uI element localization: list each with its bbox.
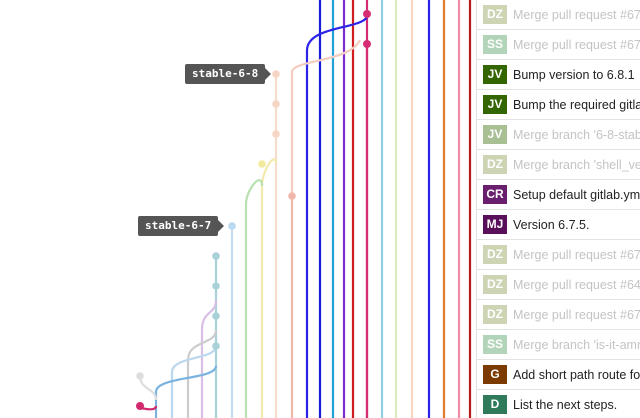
commit-message[interactable]: Bump the required gitla (513, 97, 640, 112)
author-avatar: CR (483, 185, 507, 204)
commit-message[interactable]: Merge pull request #64 (513, 277, 640, 292)
commit-row[interactable]: JV Bump version to 6.8.1 (477, 60, 640, 90)
commit-row[interactable]: SS Merge pull request #67 (477, 30, 640, 60)
author-avatar: DZ (483, 155, 507, 174)
commit-message[interactable]: Merge pull request #67 (513, 247, 640, 262)
commit-row[interactable]: DZ Merge pull request #67 (477, 0, 640, 30)
commit-row[interactable]: MJ Version 6.7.5. (477, 210, 640, 240)
commit-message[interactable]: Merge branch 'is-it-amr (513, 337, 640, 352)
commit-row[interactable]: DZ Merge pull request #67 (477, 240, 640, 270)
author-avatar: DZ (483, 5, 507, 24)
commit-message[interactable]: Add short path route for (513, 367, 640, 382)
author-avatar: SS (483, 35, 507, 54)
commit-row[interactable]: JV Bump the required gitla (477, 90, 640, 120)
author-avatar: D (483, 395, 507, 414)
commit-message[interactable]: Setup default gitlab.yml (513, 187, 640, 202)
author-avatar: DZ (483, 245, 507, 264)
commit-row[interactable]: DZ Merge branch 'shell_ve (477, 150, 640, 180)
commit-message[interactable]: Version 6.7.5. (513, 217, 590, 232)
commit-message[interactable]: List the next steps. (513, 397, 618, 412)
author-avatar: DZ (483, 275, 507, 294)
author-avatar: G (483, 365, 507, 384)
branch-tag-stable-6-7[interactable]: stable-6-7 (138, 216, 225, 236)
commit-row[interactable]: JV Merge branch '6-8-stab (477, 120, 640, 150)
branch-tag-stable-6-8[interactable]: stable-6-8 (185, 64, 272, 84)
commit-message[interactable]: Merge pull request #67 (513, 307, 640, 322)
commit-row[interactable]: G Add short path route for (477, 360, 640, 390)
author-avatar: JV (483, 125, 507, 144)
commit-message[interactable]: Merge pull request #67 (513, 37, 640, 52)
commit-row[interactable]: DZ Merge pull request #67 (477, 300, 640, 330)
commit-row[interactable]: SS Merge branch 'is-it-amr (477, 330, 640, 360)
commit-row[interactable]: CR Setup default gitlab.yml (477, 180, 640, 210)
commit-message[interactable]: Merge pull request #67 (513, 7, 640, 22)
branch-graph[interactable] (0, 0, 476, 418)
commit-row[interactable]: DZ Merge pull request #64 (477, 270, 640, 300)
author-avatar: JV (483, 95, 507, 114)
commit-message[interactable]: Merge branch 'shell_ve (513, 157, 640, 172)
author-avatar: DZ (483, 305, 507, 324)
commit-list: DZ Merge pull request #67 SS Merge pull … (476, 0, 640, 418)
commit-message[interactable]: Bump version to 6.8.1 (513, 67, 635, 82)
author-avatar: SS (483, 335, 507, 354)
author-avatar: MJ (483, 215, 507, 234)
commit-row[interactable]: D List the next steps. (477, 390, 640, 418)
commit-message[interactable]: Merge branch '6-8-stab (513, 127, 640, 142)
author-avatar: JV (483, 65, 507, 84)
